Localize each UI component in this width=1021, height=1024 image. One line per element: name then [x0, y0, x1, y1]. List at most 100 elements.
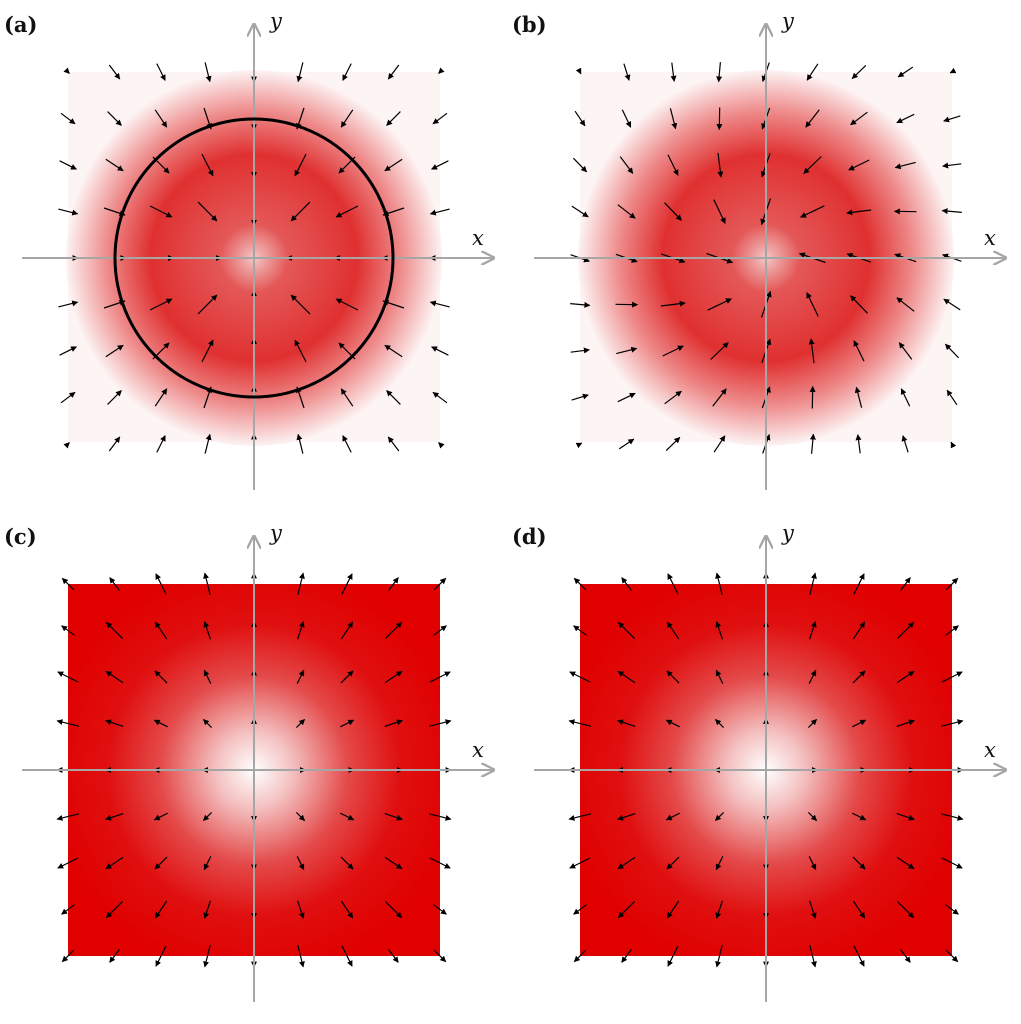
panel-c-field-arrow: [61, 577, 75, 591]
panel-b-field-arrow: [707, 298, 732, 311]
panel-d-field-arrow: [808, 669, 817, 684]
panel-d-arrows: [568, 572, 964, 968]
panel-c-field-arrow: [154, 856, 168, 870]
panel-d-field-arrow: [569, 671, 591, 683]
panel-b-field-arrow: [571, 393, 589, 401]
panel-c-field-arrow: [155, 945, 167, 967]
panel-b-field-arrow: [809, 433, 816, 454]
panel-b-field-arrow: [660, 300, 686, 307]
panel-a-field-arrow: [204, 62, 212, 83]
panel-b-label: (b): [512, 12, 547, 37]
panel-d-x-label: x: [984, 738, 996, 762]
panel-d-field-arrow: [808, 856, 817, 871]
panel-d-y-label: y: [781, 521, 795, 545]
panel-b-field-arrow: [943, 298, 961, 311]
panel-a-field-arrow: [154, 109, 168, 128]
panel-a-field-arrow: [387, 64, 400, 80]
panel-d-field-arrow: [896, 719, 915, 727]
panel-d-field-arrow: [941, 857, 963, 869]
panel-a-field-arrow: [438, 67, 445, 74]
panel-b-field-arrow: [618, 438, 635, 450]
panel-c-field-arrow: [57, 857, 79, 869]
panel-a-field-arrow: [386, 111, 401, 126]
panel-d-field-arrow: [617, 621, 636, 640]
panel-c-field-arrow: [203, 621, 211, 640]
panel-b-field-arrow: [803, 156, 822, 174]
panel-b-field-arrow: [623, 63, 631, 81]
panel-d-field-arrow: [809, 572, 817, 596]
panel-b-field-arrow: [710, 342, 729, 360]
panel-b-field-arrow: [850, 111, 868, 126]
panel-a-field-arrow: [296, 62, 304, 83]
panel-d-field-arrow: [809, 621, 817, 640]
panel-d-field-arrow: [809, 900, 817, 919]
panel-b-field-arrow: [898, 342, 913, 360]
panel-a-field-arrow: [429, 208, 450, 216]
panel-d-field-arrow: [807, 718, 818, 729]
panel-d-field-arrow: [569, 857, 591, 869]
panel-a-field-arrow: [429, 300, 450, 308]
panel-d-field-arrow: [900, 577, 911, 591]
panel-b-field-arrow: [941, 208, 962, 215]
panel-c-field-arrow: [203, 572, 211, 596]
panel-d-field-arrow: [666, 621, 680, 640]
panel-b-field-arrow: [943, 115, 961, 123]
panel-c-field-arrow: [341, 573, 353, 595]
panel-b-field-arrow: [574, 110, 586, 127]
panel-a-field-arrow: [294, 153, 307, 177]
panel-c-field-arrow: [297, 621, 305, 640]
panel-b-field-arrow: [664, 390, 682, 405]
panel-d-field-arrow: [940, 813, 964, 821]
panel-c-field-arrow: [202, 811, 213, 822]
panel-d-field-arrow: [617, 813, 636, 821]
panel-c-field-arrow: [297, 572, 305, 596]
panel-d-field-arrow: [573, 625, 587, 636]
panel-b-field-arrow: [572, 157, 588, 173]
panel-a-field-arrow: [335, 205, 359, 218]
panel-c-field-arrow: [154, 900, 168, 919]
panel-d-field-arrow: [666, 900, 680, 919]
panel-a-field-arrow: [201, 153, 214, 177]
panel-a-field-arrow: [156, 63, 166, 81]
panel-c-field-arrow: [155, 573, 167, 595]
panel-d-field-arrow: [715, 900, 723, 919]
panel-d-field-arrow: [945, 625, 959, 636]
panel-d-field-arrow: [807, 811, 818, 822]
panel-c-field-arrow: [203, 944, 211, 968]
panel-d-field-arrow: [617, 856, 636, 870]
panel-c-field-arrow: [429, 857, 451, 869]
panel-d-field-arrow: [896, 670, 915, 684]
panel-d-field-arrow: [715, 572, 723, 596]
panel-a-field-arrow: [107, 111, 122, 126]
panel-d-field-arrow: [945, 949, 959, 963]
panel-b-field-arrow: [570, 301, 591, 308]
panel-c-field-arrow: [388, 577, 399, 591]
panel-c-field-arrow: [202, 718, 213, 729]
panel-b-field-arrow: [950, 441, 957, 449]
panel-b-field-arrow: [662, 345, 684, 357]
panel-b-field-arrow: [946, 389, 958, 406]
panel-a-field-arrow: [60, 112, 76, 125]
panel-c-field-arrow: [56, 719, 80, 727]
panel-d-field-arrow: [667, 945, 679, 967]
panel-a-arrows: [58, 62, 450, 454]
panel-c-field-arrow: [203, 900, 211, 919]
panel-c-field-arrow: [340, 900, 354, 919]
panel-d-field-arrow: [852, 900, 866, 919]
panel-c-field-arrow: [296, 856, 305, 871]
panel-c-field-arrow: [57, 671, 79, 683]
panel-b-field-arrow: [616, 346, 638, 355]
panel-b-field-arrow: [850, 295, 868, 314]
panel-d-field-arrow: [896, 856, 915, 870]
panel-c-field-arrow: [384, 719, 403, 727]
panel-c-field-arrow: [109, 949, 120, 963]
panel-c-field-arrow: [297, 944, 305, 968]
panel-b-field-arrow: [894, 161, 916, 170]
panel-c-field-arrow: [340, 719, 355, 728]
panel-b-field-arrow: [570, 347, 590, 354]
panel-b-field-arrow: [897, 66, 914, 78]
panel-a-field-arrow: [340, 109, 354, 128]
panel-d-field-arrow: [573, 577, 587, 591]
panel-c-field-arrow: [154, 670, 168, 684]
